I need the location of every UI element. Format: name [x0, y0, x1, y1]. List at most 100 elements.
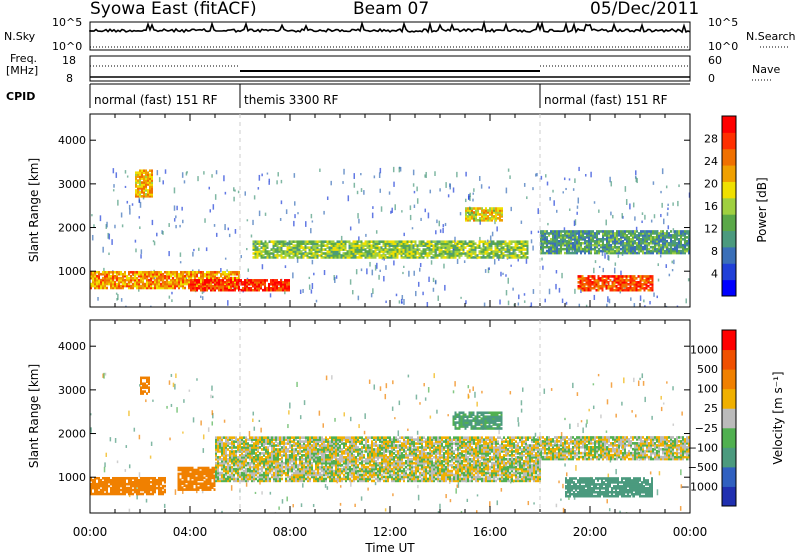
noise-cell: [227, 227, 230, 231]
data-cell: [154, 476, 156, 480]
data-cell: [213, 470, 216, 474]
data-cell: [406, 246, 409, 249]
data-cell: [128, 270, 130, 274]
data-cell: [134, 270, 136, 274]
data-cell: [260, 246, 263, 249]
data-cell: [637, 284, 640, 288]
noise-cell: [604, 252, 606, 259]
data-cell: [148, 488, 150, 492]
data-cell: [518, 254, 521, 257]
data-cell: [374, 246, 377, 249]
data-cell: [462, 250, 465, 253]
data-cell: [658, 251, 660, 255]
data-cell: [467, 217, 469, 220]
data-cell: [90, 284, 92, 288]
data-cell: [314, 244, 317, 247]
data-cell: [268, 286, 270, 290]
data-cell: [102, 280, 104, 284]
data-cell: [248, 279, 250, 282]
noise-cell: [464, 198, 467, 203]
data-cell: [656, 238, 658, 241]
data-cell: [202, 276, 204, 280]
data-cell: [243, 450, 245, 453]
data-cell: [350, 250, 353, 253]
data-cell: [186, 274, 188, 278]
data-cell: [510, 246, 513, 249]
data-cell: [424, 248, 427, 251]
data-cell: [205, 472, 208, 476]
data-cell: [544, 251, 546, 255]
data-cell: [256, 284, 258, 288]
noise-cell: [639, 295, 642, 301]
data-cell: [646, 243, 648, 247]
data-cell: [141, 169, 143, 173]
noise-cell: [660, 190, 662, 194]
data-cell: [151, 194, 153, 198]
data-cell: [246, 279, 248, 282]
noise-cell: [202, 434, 205, 440]
noise-cell: [372, 206, 374, 209]
data-cell: [622, 247, 624, 251]
noise-cell: [390, 210, 392, 214]
data-cell: [660, 239, 662, 243]
data-cell: [205, 484, 208, 487]
noise-cell: [574, 219, 577, 226]
data-cell: [406, 244, 409, 247]
data-cell: [132, 272, 134, 276]
data-cell: [688, 236, 690, 239]
noise-cell: [634, 175, 637, 179]
data-cell: [251, 469, 253, 473]
data-cell: [181, 474, 184, 478]
data-cell: [491, 209, 493, 212]
data-cell: [506, 250, 509, 253]
data-cell: [564, 230, 566, 233]
noise-cell: [452, 390, 455, 394]
data-cell: [609, 288, 612, 292]
noise-cell: [128, 508, 131, 512]
data-cell: [181, 470, 184, 474]
data-cell: [434, 256, 437, 259]
noise-cell: [170, 373, 173, 377]
data-cell: [546, 236, 548, 239]
data-cell: [193, 480, 196, 484]
data-cell: [196, 279, 198, 282]
data-cell: [128, 480, 130, 484]
data-cell: [514, 244, 517, 247]
data-cell: [584, 241, 586, 245]
data-cell: [378, 248, 381, 251]
data-cell: [225, 436, 227, 439]
data-cell: [610, 251, 612, 255]
data-cell: [578, 247, 580, 251]
data-cell: [328, 252, 331, 255]
data-cell: [140, 274, 142, 278]
data-cell: [199, 484, 202, 487]
data-cell: [149, 187, 151, 190]
data-cell: [114, 274, 116, 278]
data-cell: [384, 244, 387, 247]
data-cell: [126, 482, 128, 486]
data-cell: [253, 456, 255, 459]
data-cell: [145, 194, 147, 198]
data-cell: [570, 243, 572, 247]
noise-cell: [656, 489, 659, 496]
data-cell: [228, 270, 230, 274]
data-cell: [272, 252, 275, 255]
data-cell: [629, 288, 632, 292]
noise-cell: [659, 254, 662, 258]
noise-cell: [139, 384, 141, 387]
data-cell: [580, 230, 582, 233]
data-cell: [104, 270, 106, 274]
data-cell: [130, 484, 132, 488]
data-cell: [320, 252, 323, 255]
data-cell: [632, 234, 634, 237]
data-cell: [502, 242, 505, 245]
data-cell: [290, 252, 293, 255]
data-cell: [606, 236, 608, 239]
data-cell: [184, 280, 186, 284]
data-cell: [422, 240, 425, 244]
data-cell: [474, 250, 477, 253]
data-cell: [372, 246, 375, 249]
noise-cell: [533, 502, 535, 505]
data-cell: [452, 240, 455, 244]
data-cell: [654, 243, 656, 247]
